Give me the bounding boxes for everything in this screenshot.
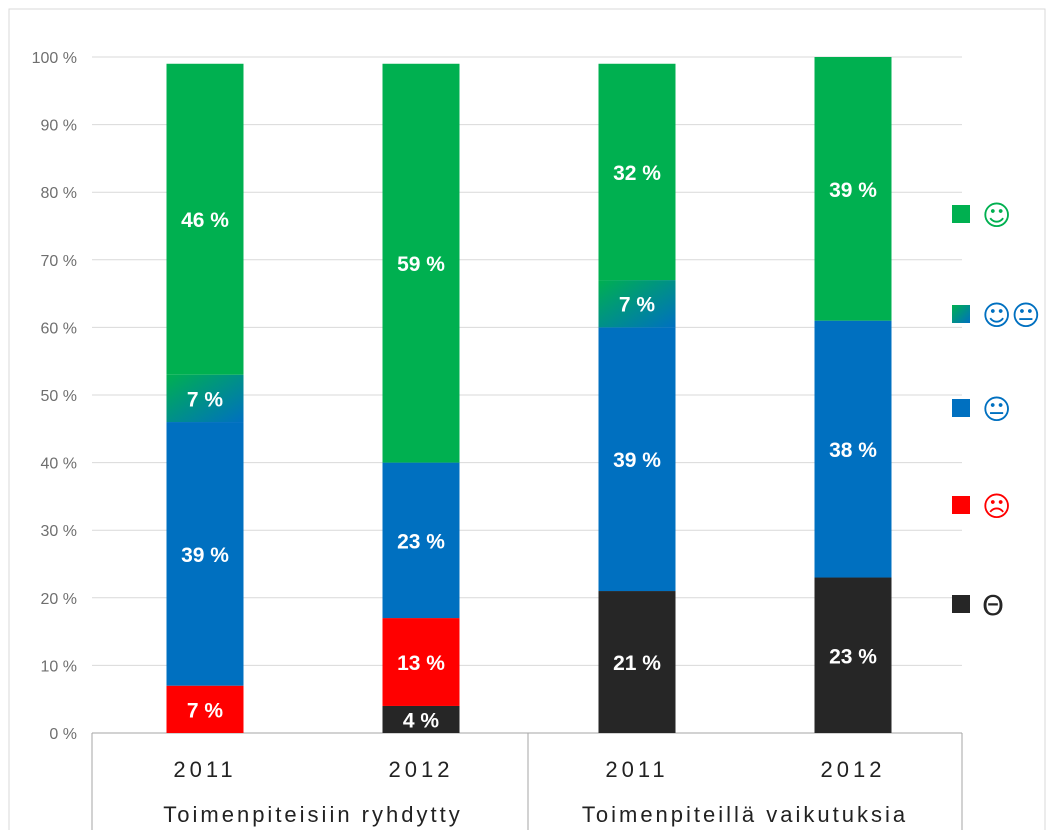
bar-segment-negative: [166, 685, 244, 733]
data-label: 13 %: [397, 652, 445, 675]
data-label: 7 %: [619, 294, 656, 317]
legend-symbol-icon: ☺😐: [982, 299, 1040, 332]
data-label: 7 %: [187, 699, 224, 722]
bar-segment-none: [598, 591, 676, 733]
legend-swatch: [952, 205, 970, 223]
legend-item-mixed: ☺😐: [952, 299, 1040, 332]
y-tick-label: 0 %: [49, 726, 77, 743]
data-label: 21 %: [613, 652, 661, 675]
legend-swatch: [952, 305, 970, 323]
data-label: 4 %: [403, 709, 440, 732]
x-category-label: 2011: [605, 757, 668, 782]
bar-segment-negative: [382, 618, 460, 706]
bar-segment-neutral: [814, 320, 892, 578]
bar-segment-neutral: [166, 422, 244, 686]
x-category-label: 2012: [389, 757, 454, 782]
legend-item-neutral: 😐: [952, 393, 1011, 426]
data-label: 39 %: [181, 544, 229, 567]
legend-item-positive: ☺: [952, 199, 1011, 232]
x-category-label: 2011: [173, 757, 236, 782]
y-tick-label: 30 %: [41, 523, 77, 540]
bar-segment-none: [382, 705, 460, 733]
x-axis: 2011 2012 2011 2012 Toimenpiteisiin ryhdytty…: [91, 733, 963, 830]
data-label: 59 %: [397, 253, 445, 276]
legend-swatch: [952, 496, 970, 514]
y-tick-label: 40 %: [41, 456, 77, 473]
legend-symbol-icon: 😐: [982, 393, 1011, 426]
legend-symbol-icon: ☹: [982, 490, 1011, 523]
bar-segment-positive: [166, 63, 244, 375]
bar-segment-mixed: [166, 374, 244, 423]
chart-border: [8, 8, 1046, 830]
legend-symbol-icon: Θ: [982, 589, 1004, 622]
data-label: 46 %: [181, 209, 229, 232]
legend-swatch: [952, 399, 970, 417]
data-label: 39 %: [829, 179, 877, 202]
bar-segment-positive: [382, 63, 460, 463]
data-label: 23 %: [397, 530, 445, 553]
bar-segment-none: [814, 577, 892, 733]
y-tick-label: 100 %: [32, 50, 77, 67]
x-group-label: Toimenpiteisiin ryhdytty: [163, 802, 462, 827]
bar-segment-positive: [814, 57, 892, 321]
x-category-label: 2012: [821, 757, 886, 782]
bar-segment-neutral: [382, 462, 460, 619]
y-tick-label: 80 %: [41, 185, 77, 202]
y-tick-label: 60 %: [41, 320, 77, 337]
legend-swatch: [952, 595, 970, 613]
y-tick-label: 10 %: [41, 658, 77, 675]
data-label: 39 %: [613, 449, 661, 472]
y-axis-ticks: 0 % 10 % 20 % 30 % 40 % 50 % 60 % 70 % 80 % 90 % 1…: [32, 50, 77, 743]
bars: [166, 57, 892, 733]
data-label: 38 %: [829, 439, 877, 462]
bar-segment-mixed: [598, 280, 676, 328]
legend-item-none: Θ: [952, 589, 1004, 622]
y-tick-label: 50 %: [41, 388, 77, 405]
data-label: 23 %: [829, 645, 877, 668]
y-tick-label: 70 %: [41, 253, 77, 270]
y-tick-label: 90 %: [41, 118, 77, 135]
bar-segment-positive: [598, 63, 676, 281]
data-label: 32 %: [613, 162, 661, 185]
y-tick-label: 20 %: [41, 591, 77, 608]
legend-symbol-icon: ☺: [982, 199, 1011, 232]
bar-segment-neutral: [598, 327, 676, 592]
data-labels: 7 % 39 % 7 % 46 % 4 % 13 % 23 % 59 % 21 % 39 % 7 %…: [181, 162, 877, 733]
legend: ☺ ☺😐 😐 ☹ Θ: [952, 199, 1040, 622]
legend-item-negative: ☹: [952, 490, 1011, 523]
x-group-label: Toimenpiteillä vaikutuksia: [582, 802, 908, 827]
data-label: 7 %: [187, 388, 224, 411]
